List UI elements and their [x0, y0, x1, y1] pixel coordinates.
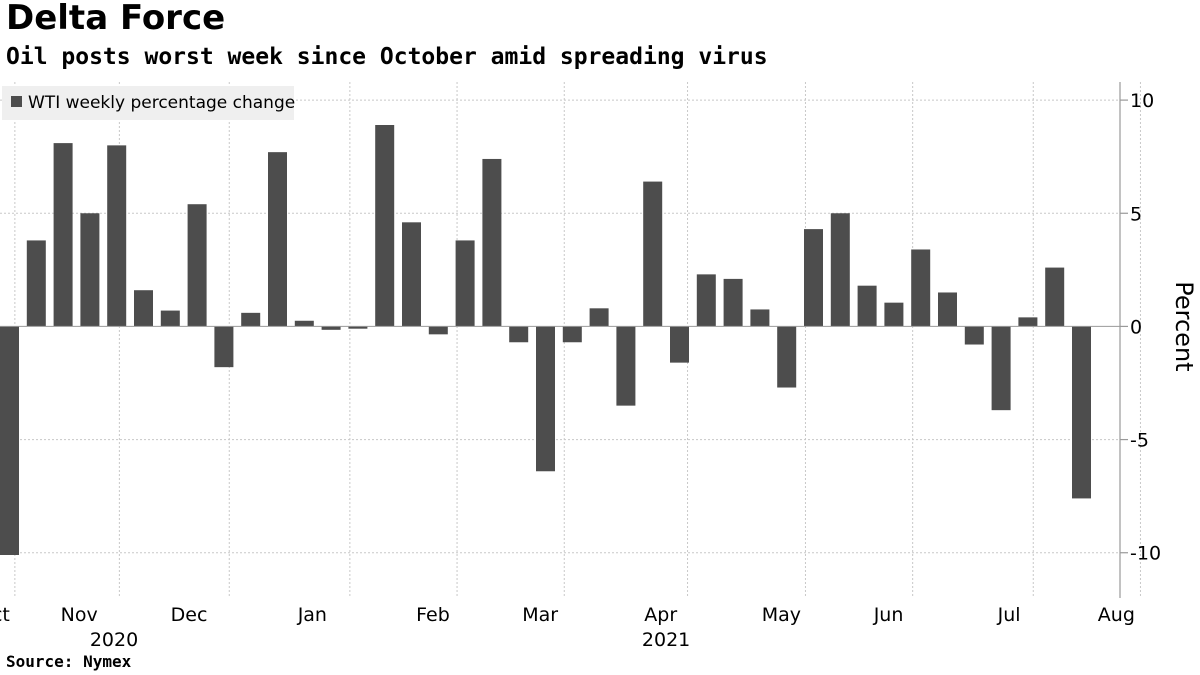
y-axis-label: Percent — [1170, 281, 1198, 371]
bar — [375, 125, 395, 327]
chart-title: Delta Force — [6, 0, 226, 38]
bar — [428, 326, 448, 335]
x-tick-label: Jan — [297, 604, 327, 626]
bar — [214, 326, 234, 368]
bar — [777, 326, 797, 388]
bar — [509, 326, 529, 343]
bar — [134, 290, 153, 327]
axes: 10 5 0 -5 -10 Oct Nov Dec Jan Feb Mar Apr May Jun Jul A… — [0, 82, 1161, 651]
x-year-label: 2020 — [90, 629, 138, 651]
bar — [643, 181, 663, 327]
bar — [616, 326, 636, 406]
bar — [670, 326, 689, 363]
bar — [723, 278, 743, 327]
bar — [241, 312, 261, 327]
bar — [696, 274, 716, 327]
bar — [536, 326, 555, 472]
x-tick-label: Jul — [997, 604, 1021, 626]
y-tick-label: 10 — [1130, 90, 1154, 112]
bar — [750, 309, 770, 327]
x-tick-label: Dec — [171, 604, 208, 626]
bar — [562, 326, 582, 343]
bar — [53, 143, 73, 327]
bar — [402, 222, 421, 327]
bar — [911, 249, 931, 327]
bar — [268, 152, 287, 327]
y-tick-label: -10 — [1130, 543, 1161, 565]
bar — [26, 240, 46, 327]
bar — [804, 229, 823, 327]
bar — [294, 320, 314, 327]
bar — [0, 326, 19, 555]
y-tick-label: 0 — [1130, 316, 1142, 338]
bar — [884, 302, 904, 327]
x-tick-label: Aug — [1098, 604, 1135, 626]
bar — [857, 285, 877, 327]
x-tick-label: Feb — [416, 604, 450, 626]
bar — [160, 310, 180, 327]
chart-subtitle: Oil posts worst week since October amid … — [6, 44, 768, 70]
bar — [589, 308, 609, 327]
bar — [991, 326, 1011, 411]
x-tick-label: Oct — [0, 604, 10, 626]
bar — [321, 326, 341, 330]
bar — [187, 204, 207, 327]
source-note: Source: Nymex — [6, 652, 132, 671]
bar — [80, 213, 100, 327]
legend-background — [2, 86, 294, 120]
bar — [1045, 267, 1065, 327]
x-tick-label: Apr — [644, 604, 677, 626]
bar — [455, 240, 475, 327]
bar — [1072, 326, 1091, 499]
y-tick-label: -5 — [1130, 430, 1149, 452]
bar — [830, 213, 850, 327]
bar — [1018, 317, 1038, 327]
x-year-label: 2021 — [642, 629, 690, 651]
x-tick-label: Nov — [61, 604, 98, 626]
bar — [348, 326, 368, 329]
legend-label: WTI weekly percentage change — [28, 93, 295, 113]
bar — [964, 326, 984, 345]
x-tick-label: May — [762, 604, 801, 626]
bar — [938, 292, 957, 327]
bars — [0, 125, 1091, 555]
y-tick-label: 5 — [1130, 203, 1142, 225]
x-tick-label: Mar — [522, 604, 558, 626]
legend: WTI weekly percentage change — [2, 86, 295, 120]
bar — [482, 158, 502, 327]
legend-swatch — [11, 96, 22, 107]
bar — [107, 145, 127, 327]
x-tick-label: Jun — [873, 604, 904, 626]
